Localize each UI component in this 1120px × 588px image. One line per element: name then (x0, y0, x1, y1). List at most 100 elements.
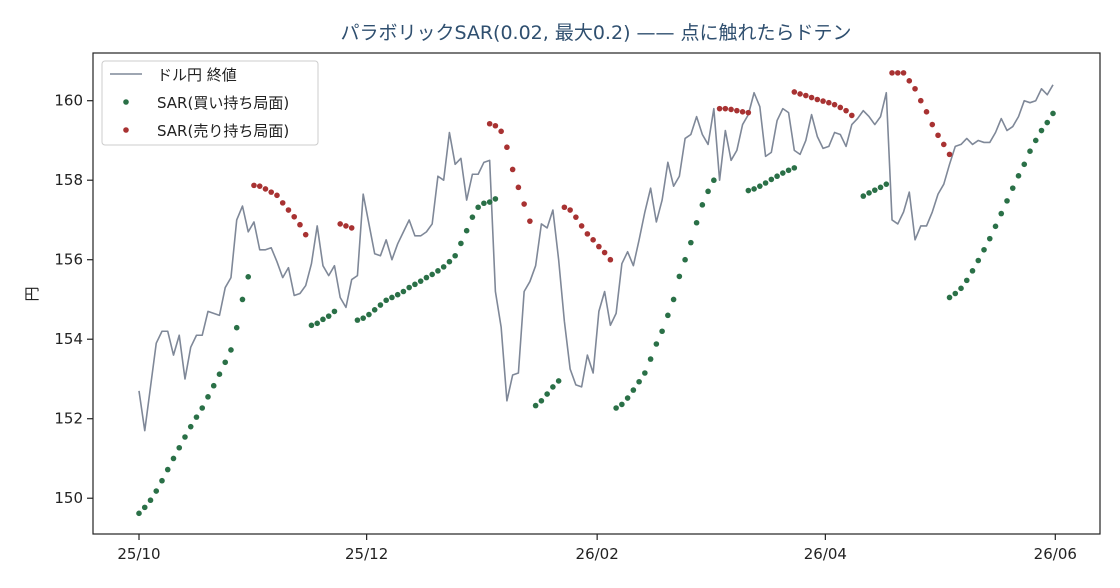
sar-long-point (170, 455, 177, 462)
legend-short-label: SAR(売り持ち局面) (157, 122, 289, 140)
x-tick-label: 25/10 (117, 545, 160, 563)
sar-short-point (590, 237, 596, 243)
sar-short-point (285, 207, 292, 213)
sar-long-layer (136, 110, 1056, 517)
sar-long-point (354, 317, 361, 323)
sar-short-point (268, 189, 275, 195)
sar-long-point (1044, 119, 1051, 126)
sar-long-point (653, 341, 660, 347)
sar-short-point (504, 144, 510, 151)
sar-long-point (193, 414, 200, 420)
sar-long-point (1038, 127, 1045, 134)
y-tick-label: 154 (54, 330, 83, 348)
sar-long-point (613, 405, 619, 411)
sar-long-point (550, 384, 556, 390)
sar-short-point (814, 96, 821, 103)
sar-short-point (716, 105, 723, 112)
sar-long-point (705, 188, 711, 195)
sar-short-point (935, 132, 941, 139)
price-line-layer (138, 84, 1054, 432)
sar-long-point (952, 290, 959, 297)
sar-long-point (636, 378, 642, 385)
sar-long-point (412, 281, 418, 288)
sar-short-point (584, 231, 591, 237)
sar-long-point (670, 296, 677, 303)
sar-long-point (630, 387, 637, 393)
sar-short-point (302, 231, 309, 238)
price-line (138, 84, 1054, 432)
sar-long-point (475, 204, 481, 211)
sar-long-point (963, 277, 970, 284)
sar-long-point (446, 258, 453, 265)
sar-long-point (532, 402, 539, 409)
sar-long-point (877, 184, 884, 191)
sar-long-point (998, 210, 1005, 217)
sar-long-point (986, 235, 993, 242)
sar-long-point (222, 359, 229, 366)
sar-short-point (492, 122, 499, 129)
sar-short-point (946, 151, 953, 158)
sar-short-point (256, 183, 263, 189)
sar-long-point (136, 510, 142, 517)
sar-long-point (693, 219, 700, 226)
sar-short-point (912, 85, 918, 92)
sar-long-point (969, 268, 976, 274)
sar-long-point (774, 173, 780, 180)
sar-long-point (423, 274, 430, 281)
sar-long-point (406, 284, 412, 291)
sar-short-point (348, 225, 355, 231)
sar-long-point (538, 398, 545, 404)
sar-long-point (205, 394, 211, 400)
sar-short-point (291, 213, 298, 220)
sar-short-point (573, 214, 579, 220)
sar-long-point (233, 324, 240, 331)
sar-short-point (607, 256, 614, 263)
sar-long-point (463, 227, 470, 234)
sar-long-point (872, 187, 878, 193)
sar-long-point (757, 183, 763, 189)
sar-short-point (521, 201, 527, 207)
sar-long-point (331, 308, 338, 315)
sar-short-point (929, 121, 936, 128)
sar-long-point (389, 294, 395, 301)
sar-long-point (975, 257, 982, 264)
sar-long-point (659, 328, 665, 335)
sar-long-point (239, 296, 246, 303)
sar-short-point (808, 94, 815, 101)
sar-short-point (917, 97, 924, 104)
sar-short-point (722, 105, 729, 112)
sar-long-point (958, 285, 964, 292)
x-tick-label: 25/12 (345, 545, 388, 563)
sar-long-point (481, 200, 487, 207)
sar-short-point (527, 218, 533, 224)
sar-long-point (688, 239, 694, 246)
chart-title: パラボリックSAR(0.02, 最大0.2) —— 点に触れたらドテン (340, 22, 851, 44)
sar-long-point (320, 316, 326, 323)
sar-long-point (981, 246, 987, 253)
legend-long-swatch (123, 99, 129, 105)
sar-long-point (371, 307, 378, 313)
sar-long-point (642, 370, 648, 376)
legend: ドル円 終値 SAR(買い持ち局面) SAR(売り持ち局面) (101, 60, 319, 146)
sar-long-point (676, 273, 683, 280)
sar-long-point (486, 199, 493, 205)
sar-short-point (734, 107, 740, 114)
x-tick-label: 26/04 (804, 545, 847, 563)
sar-long-point (946, 294, 953, 301)
sar-long-point (791, 165, 798, 171)
sar-long-point (665, 312, 671, 319)
sar-long-point (699, 202, 706, 208)
sar-short-point (561, 204, 568, 211)
sar-short-point (843, 107, 849, 114)
sar-long-point (182, 434, 188, 440)
sar-long-point (164, 466, 171, 473)
sar-short-point (837, 104, 844, 111)
sar-long-point (147, 497, 154, 504)
sar-long-point (394, 291, 401, 298)
sar-long-point (216, 371, 223, 378)
legend-short-swatch (123, 127, 129, 133)
sar-short-point (745, 109, 752, 116)
sar-short-point (251, 182, 257, 189)
sar-long-point (325, 313, 332, 319)
